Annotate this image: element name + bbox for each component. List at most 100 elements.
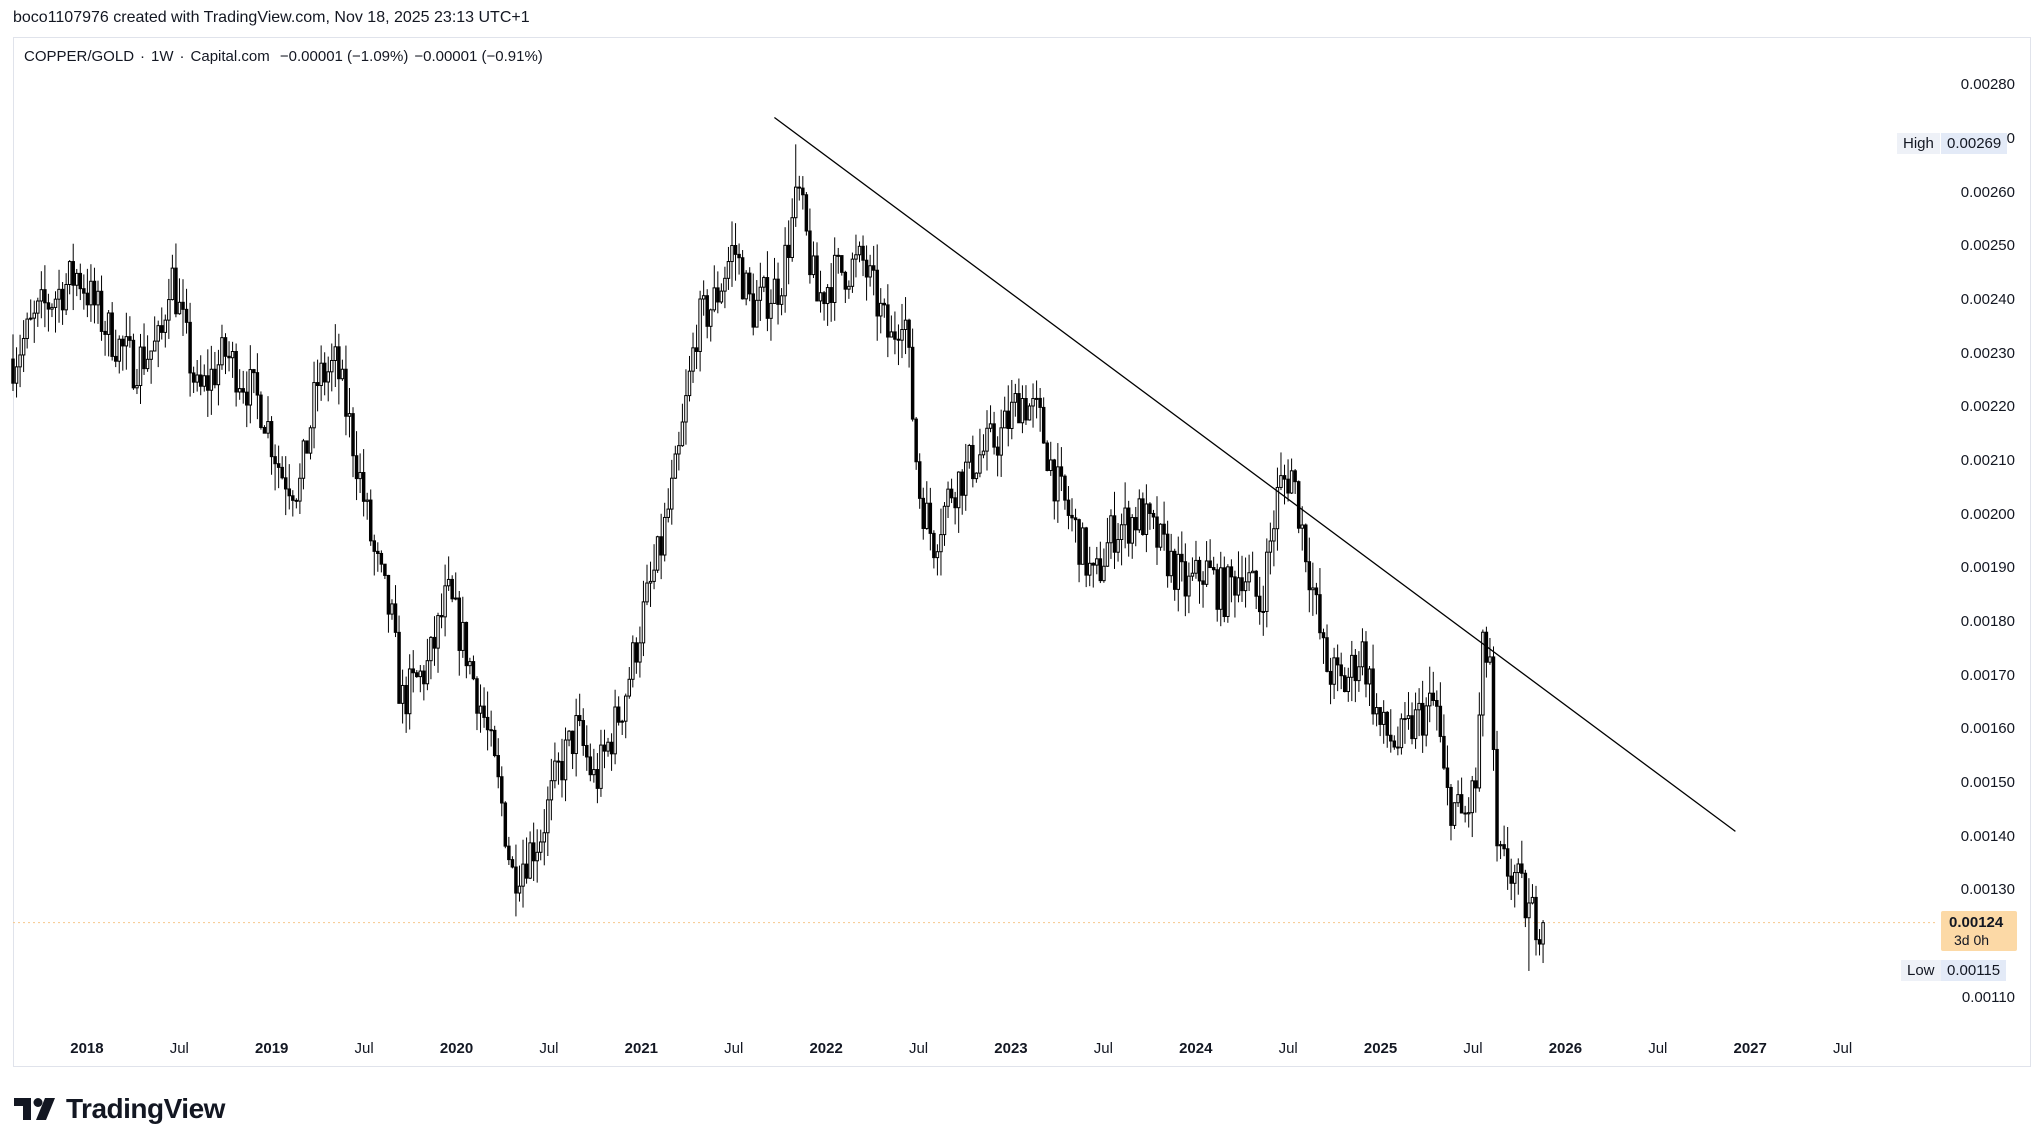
candle-body	[117, 338, 121, 362]
candle-body	[716, 287, 720, 303]
candle-body	[1332, 657, 1336, 685]
candle-body	[99, 290, 104, 332]
candle-body	[1204, 560, 1209, 585]
candle-body	[475, 678, 479, 714]
candle-body	[145, 358, 150, 370]
candle-body	[737, 253, 741, 259]
price-tick-label: 0.00260	[1960, 183, 2015, 201]
tradingview-logo[interactable]: TradingView	[14, 1093, 225, 1125]
candle-body	[609, 741, 614, 755]
candle-body	[910, 346, 915, 420]
current-price-value: 0.00124	[1949, 913, 2004, 931]
candle-body	[1233, 576, 1237, 596]
candle-body	[1350, 654, 1354, 678]
candle-body	[606, 741, 610, 752]
candle-body	[765, 277, 770, 319]
time-tick-label: 2025	[1363, 1040, 1398, 1057]
candle-body	[1041, 406, 1046, 444]
candle-body	[1481, 631, 1485, 716]
candle-body	[326, 371, 330, 383]
candle-body	[627, 678, 632, 697]
candle-body	[1272, 528, 1276, 542]
chart-frame[interactable]	[13, 37, 2031, 1067]
chart-legend: COPPER/GOLD · 1W · Capital.com −0.00001 (−1.…	[24, 48, 549, 65]
candle-body	[1534, 896, 1538, 941]
candle-body	[489, 729, 493, 732]
candle-body	[623, 695, 628, 722]
candle-body	[1084, 527, 1088, 576]
candle-body	[1389, 734, 1393, 742]
candle-body	[691, 347, 695, 372]
candle-body	[234, 351, 238, 393]
candle-body	[535, 851, 539, 862]
candle-body	[1119, 524, 1124, 540]
candle-body	[719, 290, 724, 303]
candle-body	[921, 497, 925, 529]
legend-interval[interactable]: 1W	[151, 48, 174, 65]
legend-symbol[interactable]: COPPER/GOLD	[24, 48, 135, 65]
time-tick-label: Jul	[169, 1040, 189, 1057]
candle-body	[1123, 507, 1127, 526]
candle-body	[985, 427, 989, 452]
candle-body	[1155, 516, 1159, 548]
candle-body	[92, 280, 97, 306]
candle-body	[723, 277, 727, 292]
candle-body	[113, 355, 118, 362]
time-tick-label: 2022	[809, 1040, 843, 1057]
candle-body	[1105, 542, 1110, 567]
candle-body	[453, 597, 458, 600]
candle-body	[577, 715, 582, 722]
candle-body	[1346, 676, 1351, 693]
candle-body	[1520, 863, 1524, 874]
time-tick-label: 2018	[70, 1040, 104, 1057]
candle-body	[882, 302, 887, 306]
candle-body	[1371, 668, 1375, 715]
candle-body	[415, 672, 419, 678]
time-tick-label: Jul	[908, 1040, 929, 1057]
candle-body	[78, 272, 83, 290]
candle-body	[1250, 570, 1255, 574]
candle-body	[634, 642, 639, 663]
candle-body	[500, 776, 504, 804]
candle-body	[1491, 656, 1496, 750]
candle-body	[1109, 515, 1113, 544]
candle-body	[478, 705, 483, 714]
candle-body	[1406, 715, 1411, 720]
candle-body	[365, 499, 369, 502]
candle-body	[1378, 707, 1382, 725]
candle-body	[259, 394, 263, 428]
candle-body	[740, 257, 745, 300]
candle-body	[956, 471, 961, 509]
candle-body	[432, 636, 437, 649]
current-price-box: 0.00124 3d 0h	[1941, 910, 2017, 951]
candle-body	[779, 295, 784, 305]
candle-body	[1180, 553, 1184, 563]
candle-body	[71, 261, 75, 286]
candle-body	[124, 336, 129, 347]
candle-body	[1399, 718, 1404, 749]
candle-body	[39, 289, 44, 302]
candle-body	[694, 347, 699, 352]
candle-body	[446, 578, 451, 587]
candle-body	[507, 845, 511, 861]
candle-body	[425, 660, 430, 685]
candle-body	[1151, 512, 1156, 518]
candle-body	[11, 358, 15, 384]
candle-body	[1445, 767, 1450, 788]
candle-body	[755, 299, 759, 328]
candle-body	[149, 350, 153, 360]
candle-body	[850, 258, 855, 287]
candle-body	[1095, 558, 1099, 566]
candle-body	[804, 194, 809, 232]
candle-body	[156, 325, 160, 342]
price-tick-label: 0.00150	[1960, 774, 2015, 792]
candle-body	[1183, 561, 1188, 597]
candle-body	[946, 488, 950, 507]
candle-body	[1165, 533, 1170, 577]
candle-body	[832, 254, 837, 303]
candle-body	[836, 254, 840, 257]
candle-body	[1243, 581, 1248, 592]
candle-body	[461, 621, 465, 651]
candle-body	[315, 382, 320, 387]
